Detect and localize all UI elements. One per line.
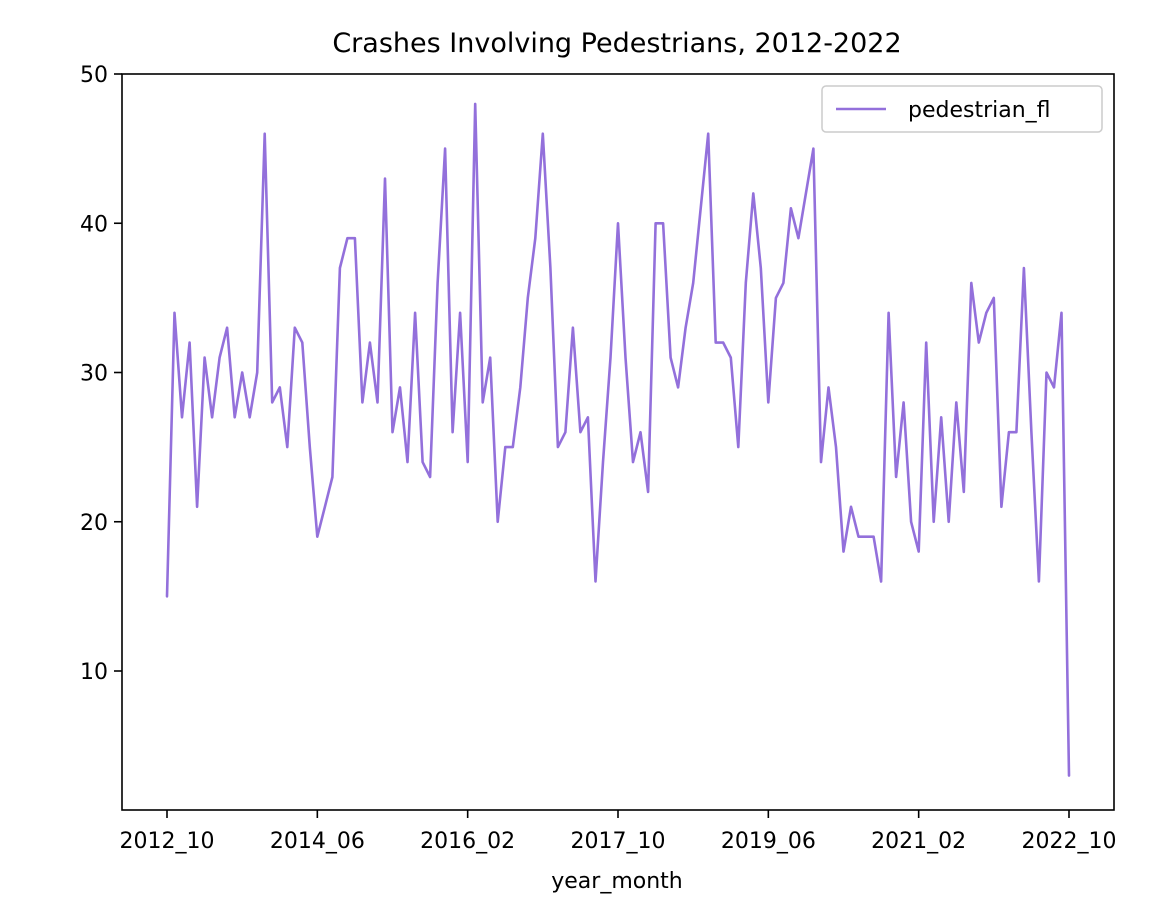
y-tick-label: 40 <box>80 212 108 237</box>
series-line-pedestrian-fl <box>165 102 1071 777</box>
y-tick-label: 50 <box>80 63 108 88</box>
x-tick-label: 2014_06 <box>270 829 365 854</box>
x-tick-label: 2022_10 <box>1022 829 1117 854</box>
y-tick-label: 20 <box>80 511 108 536</box>
x-axis-label: year_month <box>551 869 682 894</box>
y-tick-label: 10 <box>80 660 108 685</box>
y-tick-label: 30 <box>80 362 108 387</box>
x-tick-label: 2021_02 <box>871 829 966 854</box>
x-tick-label: 2012_10 <box>120 829 215 854</box>
x-tick-label: 2017_10 <box>571 829 666 854</box>
legend: pedestrian_fl <box>821 85 1103 133</box>
plot-area <box>165 102 1071 777</box>
y-axis: 10 20 30 40 50 <box>80 63 122 685</box>
x-tick-label: 2016_02 <box>420 829 515 854</box>
x-tick-label: 2019_06 <box>721 829 816 854</box>
legend-label: pedestrian_fl <box>908 98 1051 123</box>
chart-title: Crashes Involving Pedestrians, 2012-2022 <box>332 28 901 59</box>
plot-frame <box>121 73 1115 811</box>
x-axis: 2012_10 2014_06 2016_02 2017_10 2019_06 2021_… <box>120 810 1117 854</box>
legend-box <box>821 85 1103 133</box>
